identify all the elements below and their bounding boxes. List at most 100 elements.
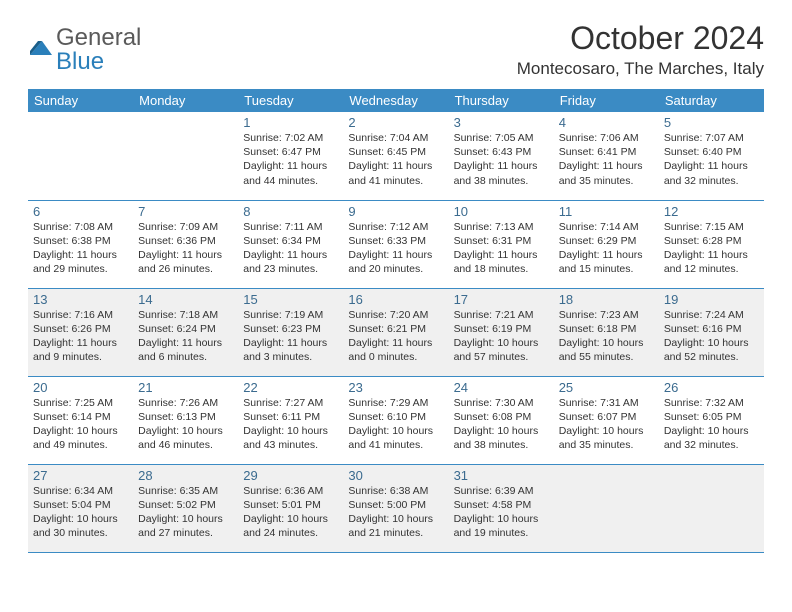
calendar-day-cell: 8Sunrise: 7:11 AMSunset: 6:34 PMDaylight…: [238, 200, 343, 288]
day-number: 14: [138, 292, 233, 307]
calendar-day-cell: 7Sunrise: 7:09 AMSunset: 6:36 PMDaylight…: [133, 200, 238, 288]
calendar-week-row: 20Sunrise: 7:25 AMSunset: 6:14 PMDayligh…: [28, 376, 764, 464]
calendar-day-cell: 18Sunrise: 7:23 AMSunset: 6:18 PMDayligh…: [554, 288, 659, 376]
location: Montecosaro, The Marches, Italy: [517, 59, 764, 79]
day-number: 8: [243, 204, 338, 219]
day-number: 17: [454, 292, 549, 307]
logo-icon: [28, 37, 54, 64]
logo: General Blue: [28, 20, 141, 74]
calendar-day-cell: [133, 112, 238, 200]
calendar-day-cell: 4Sunrise: 7:06 AMSunset: 6:41 PMDaylight…: [554, 112, 659, 200]
day-details: Sunrise: 7:11 AMSunset: 6:34 PMDaylight:…: [243, 220, 338, 277]
day-number: 26: [664, 380, 759, 395]
header: General Blue October 2024 Montecosaro, T…: [28, 20, 764, 79]
day-details: Sunrise: 7:26 AMSunset: 6:13 PMDaylight:…: [138, 396, 233, 453]
calendar-week-row: 6Sunrise: 7:08 AMSunset: 6:38 PMDaylight…: [28, 200, 764, 288]
day-details: Sunrise: 7:24 AMSunset: 6:16 PMDaylight:…: [664, 308, 759, 365]
calendar-day-cell: 29Sunrise: 6:36 AMSunset: 5:01 PMDayligh…: [238, 464, 343, 552]
day-details: Sunrise: 7:12 AMSunset: 6:33 PMDaylight:…: [348, 220, 443, 277]
month-title: October 2024: [517, 20, 764, 57]
weekday-header: Thursday: [449, 89, 554, 112]
logo-text: General Blue: [56, 26, 141, 74]
calendar-day-cell: 5Sunrise: 7:07 AMSunset: 6:40 PMDaylight…: [659, 112, 764, 200]
calendar-day-cell: 22Sunrise: 7:27 AMSunset: 6:11 PMDayligh…: [238, 376, 343, 464]
weekday-header: Saturday: [659, 89, 764, 112]
weekday-header: Friday: [554, 89, 659, 112]
day-details: Sunrise: 7:04 AMSunset: 6:45 PMDaylight:…: [348, 131, 443, 188]
weekday-header: Sunday: [28, 89, 133, 112]
calendar-day-cell: 15Sunrise: 7:19 AMSunset: 6:23 PMDayligh…: [238, 288, 343, 376]
calendar-day-cell: 6Sunrise: 7:08 AMSunset: 6:38 PMDaylight…: [28, 200, 133, 288]
day-number: 1: [243, 115, 338, 130]
day-details: Sunrise: 7:25 AMSunset: 6:14 PMDaylight:…: [33, 396, 128, 453]
calendar-day-cell: 13Sunrise: 7:16 AMSunset: 6:26 PMDayligh…: [28, 288, 133, 376]
day-number: 18: [559, 292, 654, 307]
title-block: October 2024 Montecosaro, The Marches, I…: [517, 20, 764, 79]
calendar-day-cell: [659, 464, 764, 552]
calendar-day-cell: 26Sunrise: 7:32 AMSunset: 6:05 PMDayligh…: [659, 376, 764, 464]
day-number: 4: [559, 115, 654, 130]
logo-text-general: General: [56, 24, 141, 51]
day-details: Sunrise: 6:36 AMSunset: 5:01 PMDaylight:…: [243, 484, 338, 541]
day-details: Sunrise: 7:29 AMSunset: 6:10 PMDaylight:…: [348, 396, 443, 453]
logo-text-blue: Blue: [56, 48, 104, 75]
day-number: 15: [243, 292, 338, 307]
calendar-day-cell: 28Sunrise: 6:35 AMSunset: 5:02 PMDayligh…: [133, 464, 238, 552]
calendar-day-cell: 27Sunrise: 6:34 AMSunset: 5:04 PMDayligh…: [28, 464, 133, 552]
day-details: Sunrise: 7:08 AMSunset: 6:38 PMDaylight:…: [33, 220, 128, 277]
calendar-day-cell: 30Sunrise: 6:38 AMSunset: 5:00 PMDayligh…: [343, 464, 448, 552]
calendar-table: SundayMondayTuesdayWednesdayThursdayFrid…: [28, 89, 764, 553]
day-details: Sunrise: 7:07 AMSunset: 6:40 PMDaylight:…: [664, 131, 759, 188]
day-details: Sunrise: 7:16 AMSunset: 6:26 PMDaylight:…: [33, 308, 128, 365]
day-number: 6: [33, 204, 128, 219]
calendar-week-row: 1Sunrise: 7:02 AMSunset: 6:47 PMDaylight…: [28, 112, 764, 200]
day-details: Sunrise: 7:20 AMSunset: 6:21 PMDaylight:…: [348, 308, 443, 365]
day-details: Sunrise: 6:39 AMSunset: 4:58 PMDaylight:…: [454, 484, 549, 541]
weekday-header-row: SundayMondayTuesdayWednesdayThursdayFrid…: [28, 89, 764, 112]
day-details: Sunrise: 7:31 AMSunset: 6:07 PMDaylight:…: [559, 396, 654, 453]
day-number: 30: [348, 468, 443, 483]
day-number: 10: [454, 204, 549, 219]
day-details: Sunrise: 7:02 AMSunset: 6:47 PMDaylight:…: [243, 131, 338, 188]
calendar-page: General Blue October 2024 Montecosaro, T…: [0, 0, 792, 563]
day-details: Sunrise: 7:14 AMSunset: 6:29 PMDaylight:…: [559, 220, 654, 277]
calendar-day-cell: 9Sunrise: 7:12 AMSunset: 6:33 PMDaylight…: [343, 200, 448, 288]
day-number: 5: [664, 115, 759, 130]
day-details: Sunrise: 7:18 AMSunset: 6:24 PMDaylight:…: [138, 308, 233, 365]
weekday-header: Monday: [133, 89, 238, 112]
day-number: 3: [454, 115, 549, 130]
day-details: Sunrise: 7:13 AMSunset: 6:31 PMDaylight:…: [454, 220, 549, 277]
calendar-day-cell: 31Sunrise: 6:39 AMSunset: 4:58 PMDayligh…: [449, 464, 554, 552]
calendar-day-cell: 23Sunrise: 7:29 AMSunset: 6:10 PMDayligh…: [343, 376, 448, 464]
calendar-day-cell: 21Sunrise: 7:26 AMSunset: 6:13 PMDayligh…: [133, 376, 238, 464]
day-number: 2: [348, 115, 443, 130]
day-details: Sunrise: 7:06 AMSunset: 6:41 PMDaylight:…: [559, 131, 654, 188]
day-number: 31: [454, 468, 549, 483]
day-details: Sunrise: 6:35 AMSunset: 5:02 PMDaylight:…: [138, 484, 233, 541]
day-number: 7: [138, 204, 233, 219]
day-number: 12: [664, 204, 759, 219]
calendar-day-cell: 17Sunrise: 7:21 AMSunset: 6:19 PMDayligh…: [449, 288, 554, 376]
calendar-day-cell: 12Sunrise: 7:15 AMSunset: 6:28 PMDayligh…: [659, 200, 764, 288]
day-number: 11: [559, 204, 654, 219]
calendar-week-row: 27Sunrise: 6:34 AMSunset: 5:04 PMDayligh…: [28, 464, 764, 552]
day-number: 22: [243, 380, 338, 395]
day-number: 27: [33, 468, 128, 483]
calendar-day-cell: 20Sunrise: 7:25 AMSunset: 6:14 PMDayligh…: [28, 376, 133, 464]
day-details: Sunrise: 7:05 AMSunset: 6:43 PMDaylight:…: [454, 131, 549, 188]
day-details: Sunrise: 7:27 AMSunset: 6:11 PMDaylight:…: [243, 396, 338, 453]
calendar-week-row: 13Sunrise: 7:16 AMSunset: 6:26 PMDayligh…: [28, 288, 764, 376]
calendar-day-cell: 16Sunrise: 7:20 AMSunset: 6:21 PMDayligh…: [343, 288, 448, 376]
day-details: Sunrise: 6:38 AMSunset: 5:00 PMDaylight:…: [348, 484, 443, 541]
day-details: Sunrise: 7:09 AMSunset: 6:36 PMDaylight:…: [138, 220, 233, 277]
day-details: Sunrise: 6:34 AMSunset: 5:04 PMDaylight:…: [33, 484, 128, 541]
day-number: 25: [559, 380, 654, 395]
calendar-day-cell: 24Sunrise: 7:30 AMSunset: 6:08 PMDayligh…: [449, 376, 554, 464]
day-number: 23: [348, 380, 443, 395]
day-number: 19: [664, 292, 759, 307]
calendar-day-cell: [554, 464, 659, 552]
weekday-header: Tuesday: [238, 89, 343, 112]
calendar-day-cell: 25Sunrise: 7:31 AMSunset: 6:07 PMDayligh…: [554, 376, 659, 464]
day-number: 29: [243, 468, 338, 483]
day-number: 24: [454, 380, 549, 395]
